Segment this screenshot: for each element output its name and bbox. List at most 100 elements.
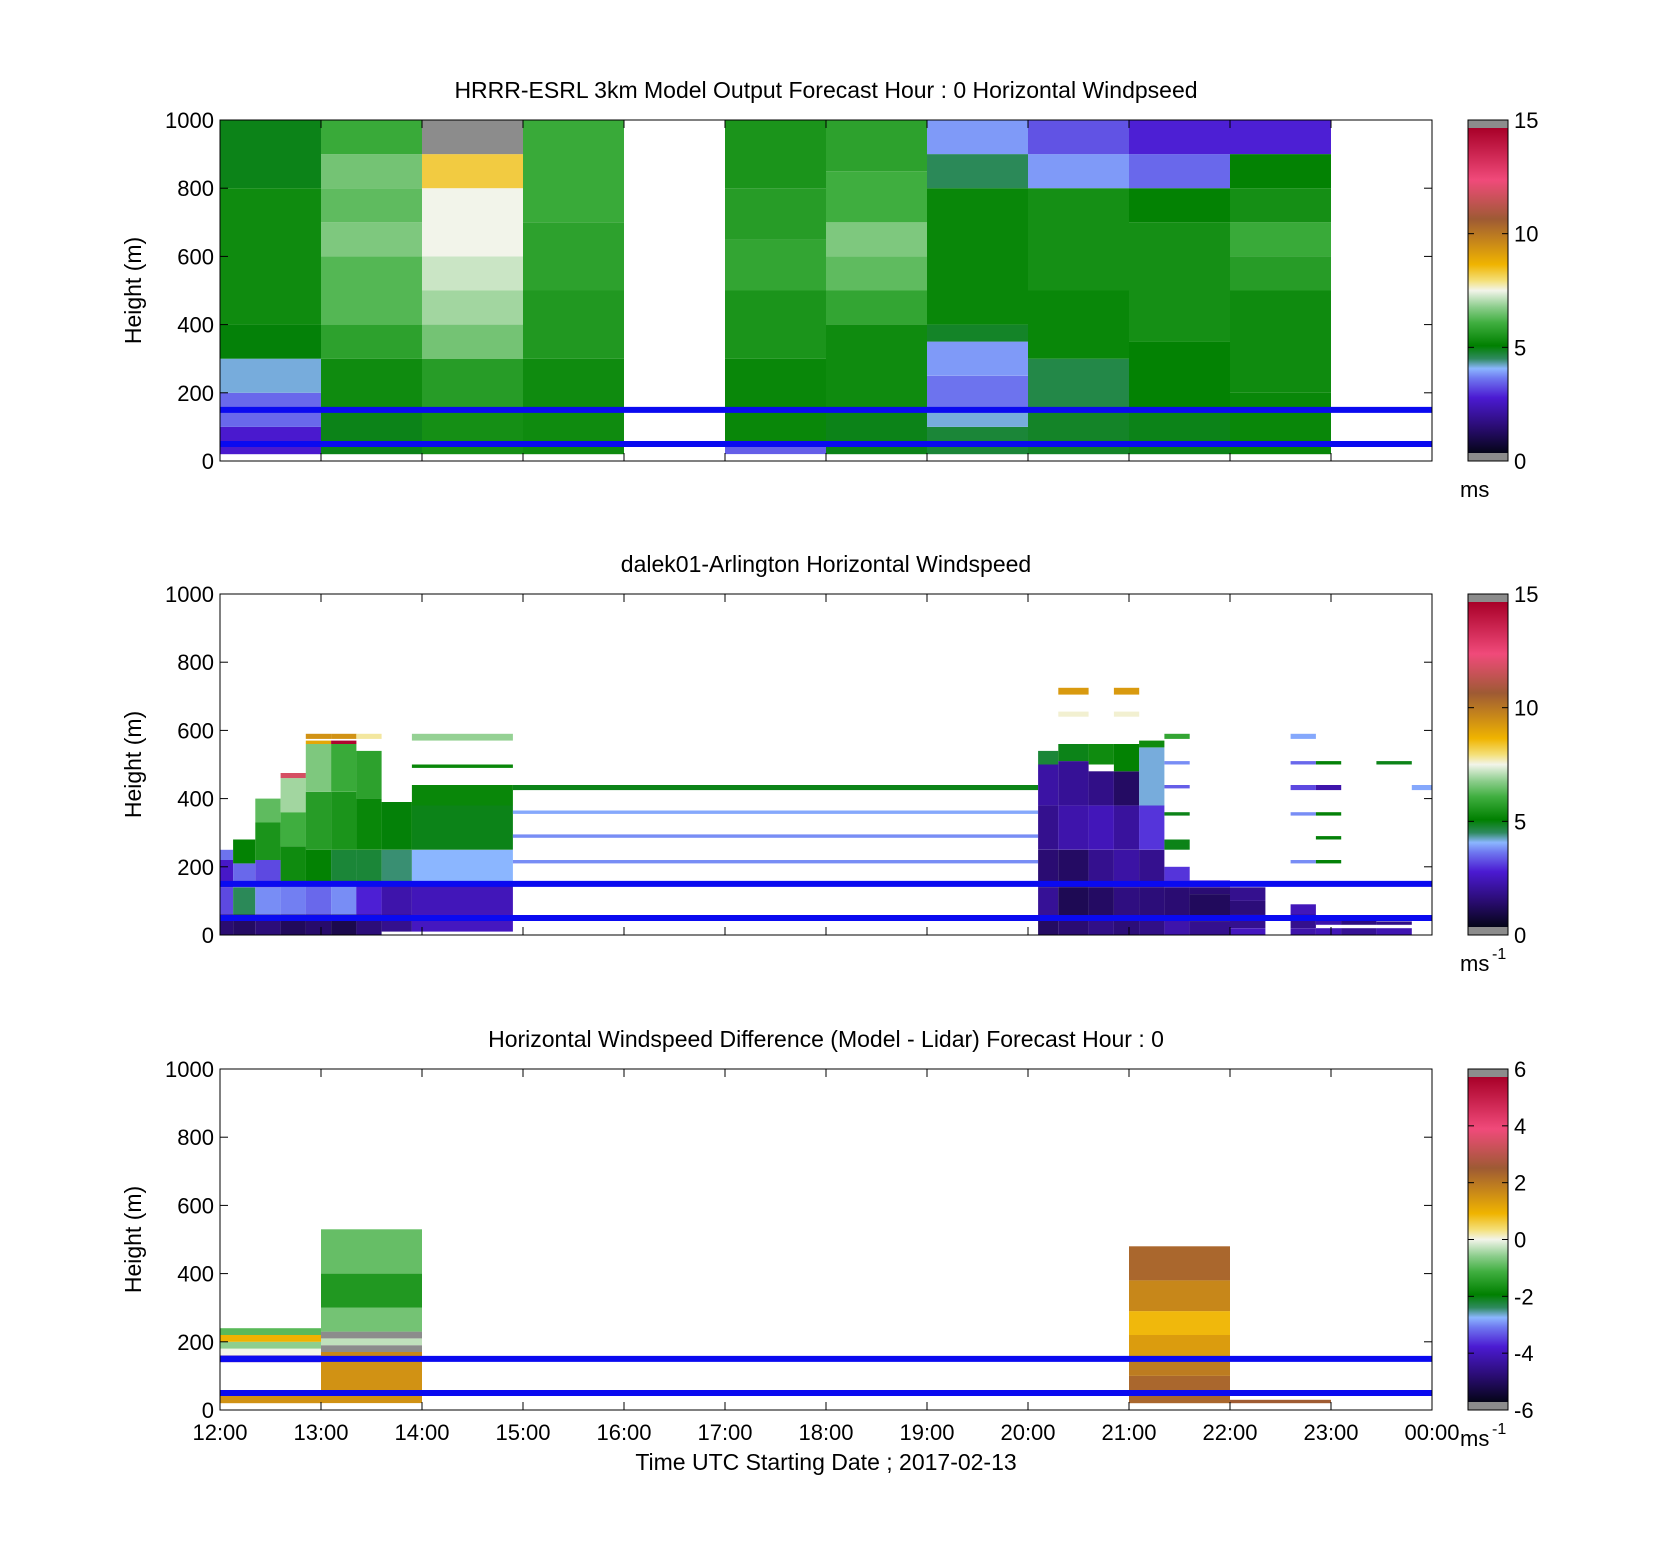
heatmap-cell (1290, 761, 1316, 765)
heatmap-cell (512, 785, 1039, 791)
colorbar-unit-label: ms (1460, 477, 1489, 502)
colorbar-tick-label: 5 (1514, 335, 1526, 360)
heatmap-cell (1290, 928, 1316, 935)
heatmap-cell (1164, 839, 1190, 850)
heatmap-cell (1315, 860, 1342, 864)
heatmap-cell (305, 733, 332, 739)
x-tick-label: 17:00 (697, 1420, 752, 1445)
heatmap-cell (1129, 1311, 1230, 1335)
heatmap-cell (422, 120, 523, 155)
heatmap-cell (1290, 904, 1316, 915)
heatmap-cell (305, 791, 332, 850)
colorbar-under-cap (1468, 927, 1508, 935)
heatmap-cell (1038, 764, 1059, 806)
heatmap-cell (381, 883, 412, 915)
heatmap-cells (220, 120, 1331, 455)
x-tick-label: 22:00 (1202, 1420, 1257, 1445)
x-tick-label: 14:00 (394, 1420, 449, 1445)
colorbar-under-cap (1468, 453, 1508, 461)
x-tick-label: 21:00 (1101, 1420, 1156, 1445)
heatmap-cell (1129, 341, 1230, 410)
heatmap-cell (1189, 921, 1230, 935)
y-tick-label: 400 (177, 313, 214, 338)
heatmap-cell (1038, 918, 1059, 935)
heatmap-cell (1315, 812, 1342, 816)
colorbar-tick-label: 2 (1514, 1171, 1526, 1196)
heatmap-cell (1139, 918, 1165, 935)
colorbar-tick-label: -6 (1514, 1398, 1534, 1423)
heatmap-cell (280, 883, 306, 915)
panel-title: Horizontal Windspeed Difference (Model -… (488, 1026, 1164, 1052)
heatmap-cell (321, 1345, 422, 1352)
heatmap-cell (725, 358, 826, 444)
heatmap-cell (1058, 744, 1089, 762)
heatmap-cell (1129, 1375, 1230, 1404)
heatmap-cell (512, 860, 1039, 864)
heatmap-cell (512, 834, 1039, 838)
heatmap-cell (1058, 687, 1089, 695)
heatmap-cell (321, 188, 422, 223)
heatmap-cell (725, 443, 826, 455)
heatmap-cell (280, 773, 306, 779)
heatmap-cell (1164, 761, 1190, 765)
heatmap-cell (422, 290, 523, 325)
heatmap-cell (826, 409, 927, 455)
heatmap-cell (523, 120, 624, 223)
heatmap-cell (1028, 290, 1129, 359)
heatmap-cell (1230, 928, 1266, 935)
heatmap-cell (725, 239, 826, 291)
y-tick-label: 1000 (165, 1057, 214, 1082)
heatmap-cell (927, 188, 1028, 325)
heatmap-cell (1058, 711, 1089, 717)
heatmap-cell (220, 324, 321, 359)
x-tick-label: 18:00 (798, 1420, 853, 1445)
heatmap-cell (1230, 120, 1331, 155)
heatmap-cell (1341, 918, 1377, 925)
colorbar-tick-label: 5 (1514, 809, 1526, 834)
heatmap-cell (1129, 1335, 1230, 1359)
heatmap-cell (255, 798, 281, 823)
heatmap-cell (1113, 771, 1140, 806)
heatmap-cell (1028, 188, 1129, 291)
heatmap-cell (1230, 290, 1331, 393)
heatmap-cell (331, 733, 357, 739)
colorbar-tick-label: -2 (1514, 1284, 1534, 1309)
x-tick-label: 15:00 (495, 1420, 550, 1445)
heatmap-cell (1038, 887, 1059, 918)
heatmap-cell (1129, 1246, 1230, 1281)
heatmap-cell (1376, 928, 1412, 935)
heatmap-cell (321, 358, 422, 410)
heatmap-cell (422, 188, 523, 257)
heatmap-cell (1113, 887, 1140, 918)
heatmap-cell (725, 120, 826, 189)
heatmap-cell (422, 256, 523, 291)
x-tick-label: 20:00 (1000, 1420, 1055, 1445)
heatmap-cell (411, 733, 513, 741)
heatmap-cell (220, 188, 321, 325)
heatmap-cell (220, 1341, 321, 1349)
x-tick-label: 12:00 (192, 1420, 247, 1445)
colorbar: 0 5 10 15 ms (1460, 108, 1538, 502)
heatmap-cell (356, 733, 382, 739)
heatmap-cell (725, 188, 826, 240)
heatmap-cell (826, 324, 927, 410)
heatmap-cell (1230, 900, 1266, 915)
y-tick-label: 1000 (165, 582, 214, 607)
colorbar-tick-label: 4 (1514, 1114, 1526, 1139)
heatmap-cell (1189, 887, 1230, 895)
heatmap-cell (381, 849, 412, 884)
colorbar-tick-label: 15 (1514, 582, 1538, 607)
heatmap-cell (1230, 887, 1266, 901)
heatmap-cell (1230, 154, 1331, 189)
heatmap-cell (1376, 761, 1412, 765)
y-tick-label: 400 (177, 1262, 214, 1287)
heatmap-cell (220, 849, 234, 860)
heatmap-cell (927, 426, 1028, 455)
y-axis-label: Height (m) (120, 1186, 146, 1293)
heatmap-cell (1164, 785, 1190, 789)
heatmap-cell (512, 810, 1039, 814)
panel-2: 0 200 400 600 800 1000 dalek01-Arlington Horiz… (120, 551, 1538, 976)
heatmap-cell (1139, 805, 1165, 850)
colorbar-tick-label: 6 (1514, 1057, 1526, 1082)
